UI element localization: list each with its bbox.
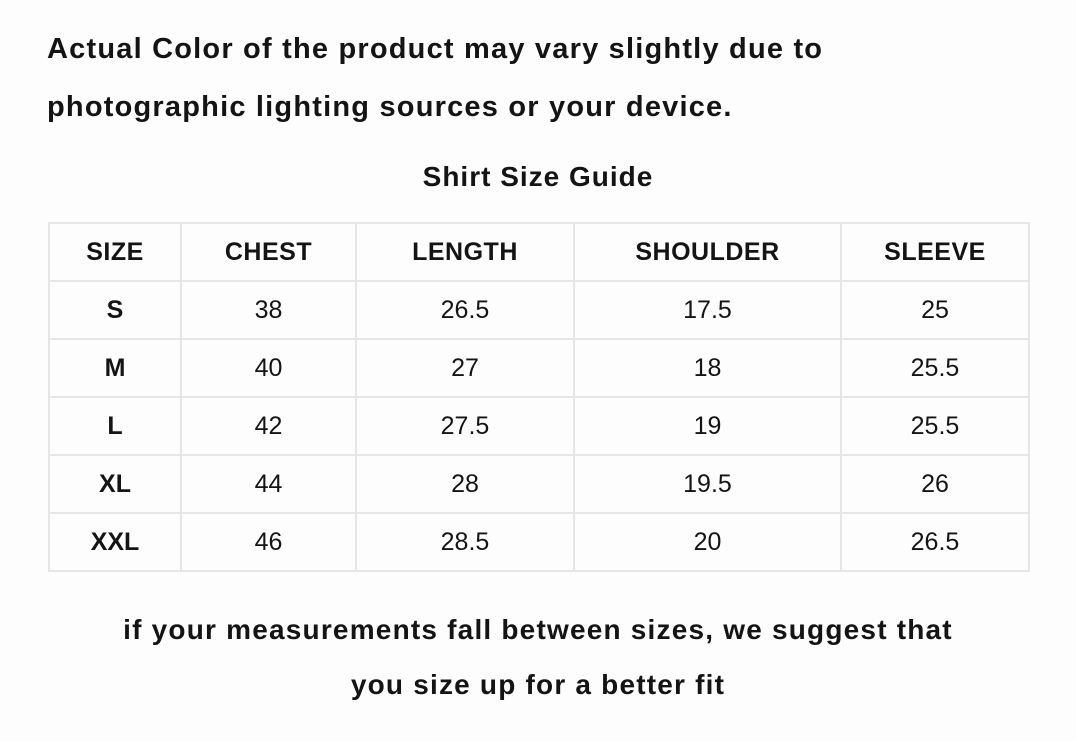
column-header-chest: CHEST [180, 222, 357, 282]
cell-m-sleeve: 25.5 [840, 338, 1030, 398]
disclaimer-line-2: photographic lighting sources or your de… [47, 91, 733, 123]
sizing-advice: if your measurements fall between sizes,… [0, 602, 1076, 712]
color-disclaimer: Actual Color of the product may vary sli… [47, 20, 1036, 136]
cell-m-chest: 40 [180, 338, 357, 398]
cell-xxl-sleeve: 26.5 [840, 512, 1030, 572]
cell-l-chest: 42 [180, 396, 357, 456]
cell-s-sleeve: 25 [840, 280, 1030, 340]
cell-s-length: 26.5 [355, 280, 575, 340]
sizing-advice-line-1: if your measurements fall between sizes,… [123, 614, 953, 645]
cell-xl-size: XL [48, 454, 182, 514]
table-row-m: M 40 27 18 25.5 [48, 338, 1030, 398]
cell-s-shoulder: 17.5 [573, 280, 842, 340]
cell-xl-sleeve: 26 [840, 454, 1030, 514]
cell-xxl-length: 28.5 [355, 512, 575, 572]
column-header-shoulder: SHOULDER [573, 222, 842, 282]
cell-l-length: 27.5 [355, 396, 575, 456]
table-row-s: S 38 26.5 17.5 25 [48, 280, 1030, 340]
cell-l-size: L [48, 396, 182, 456]
cell-s-size: S [48, 280, 182, 340]
cell-l-shoulder: 19 [573, 396, 842, 456]
cell-xxl-shoulder: 20 [573, 512, 842, 572]
cell-xl-chest: 44 [180, 454, 357, 514]
cell-xl-length: 28 [355, 454, 575, 514]
column-header-length: LENGTH [355, 222, 575, 282]
sizing-advice-line-2: you size up for a better fit [350, 669, 726, 700]
column-header-sleeve: SLEEVE [840, 222, 1030, 282]
cell-xxl-chest: 46 [180, 512, 357, 572]
table-row-xl: XL 44 28 19.5 26 [48, 454, 1030, 514]
disclaimer-line-1: Actual Color of the product may vary sli… [47, 33, 824, 65]
page-title: Shirt Size Guide [422, 161, 654, 192]
cell-m-size: M [48, 338, 182, 398]
table-row-xxl: XXL 46 28.5 20 26.5 [48, 512, 1030, 572]
cell-xxl-size: XXL [48, 512, 182, 572]
cell-l-sleeve: 25.5 [840, 396, 1030, 456]
table-row-l: L 42 27.5 19 25.5 [48, 396, 1030, 456]
table-header-row: SIZE CHEST LENGTH SHOULDER SLEEVE [48, 222, 1030, 282]
cell-s-chest: 38 [180, 280, 357, 340]
column-header-size: SIZE [48, 222, 182, 282]
cell-m-shoulder: 18 [573, 338, 842, 398]
cell-m-length: 27 [355, 338, 575, 398]
cell-xl-shoulder: 19.5 [573, 454, 842, 514]
size-guide-table: SIZE CHEST LENGTH SHOULDER SLEEVE S 38 2… [48, 222, 1030, 572]
